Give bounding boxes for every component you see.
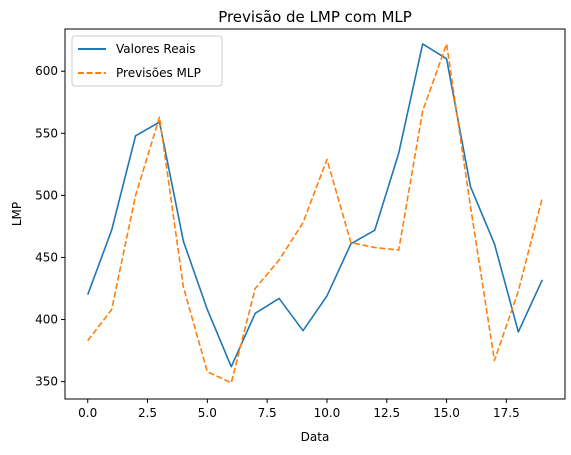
legend-label-previsoes-mlp: Previsões MLP: [116, 66, 201, 80]
y-tick-label: 500: [35, 188, 58, 202]
y-tick-label: 350: [35, 375, 58, 389]
x-tick-label: 0.0: [78, 406, 97, 420]
y-axis-label: LMP: [10, 202, 24, 226]
x-tick-label: 15.0: [433, 406, 460, 420]
chart-title: Previsão de LMP com MLP: [218, 8, 412, 26]
series-line-previsoes-mlp: [87, 43, 544, 384]
x-tick-label: 7.5: [258, 406, 277, 420]
legend-box: [71, 35, 223, 87]
series-layer: [86, 43, 544, 384]
legend: Valores Reais Previsões MLP: [71, 35, 223, 87]
plot-area-frame: [64, 28, 566, 400]
x-tick-label: 10.0: [314, 406, 341, 420]
x-tick-label: 12.5: [373, 406, 400, 420]
x-tick-label: 2.5: [138, 406, 157, 420]
legend-label-valores-reais: Valores Reais: [116, 42, 196, 56]
x-tick-label: 17.5: [493, 406, 520, 420]
y-axis-ticks: 350 400 450 500 550 600: [35, 64, 65, 389]
y-tick-label: 400: [35, 313, 58, 327]
y-tick-label: 550: [35, 126, 58, 140]
x-tick-label: 5.0: [198, 406, 217, 420]
y-tick-label: 600: [35, 64, 58, 78]
x-axis-ticks: 0.0 2.5 5.0 7.5 10.0 12.5 15.0 17.5: [78, 399, 520, 420]
x-axis-label: Data: [301, 430, 330, 444]
y-tick-label: 450: [35, 250, 58, 264]
